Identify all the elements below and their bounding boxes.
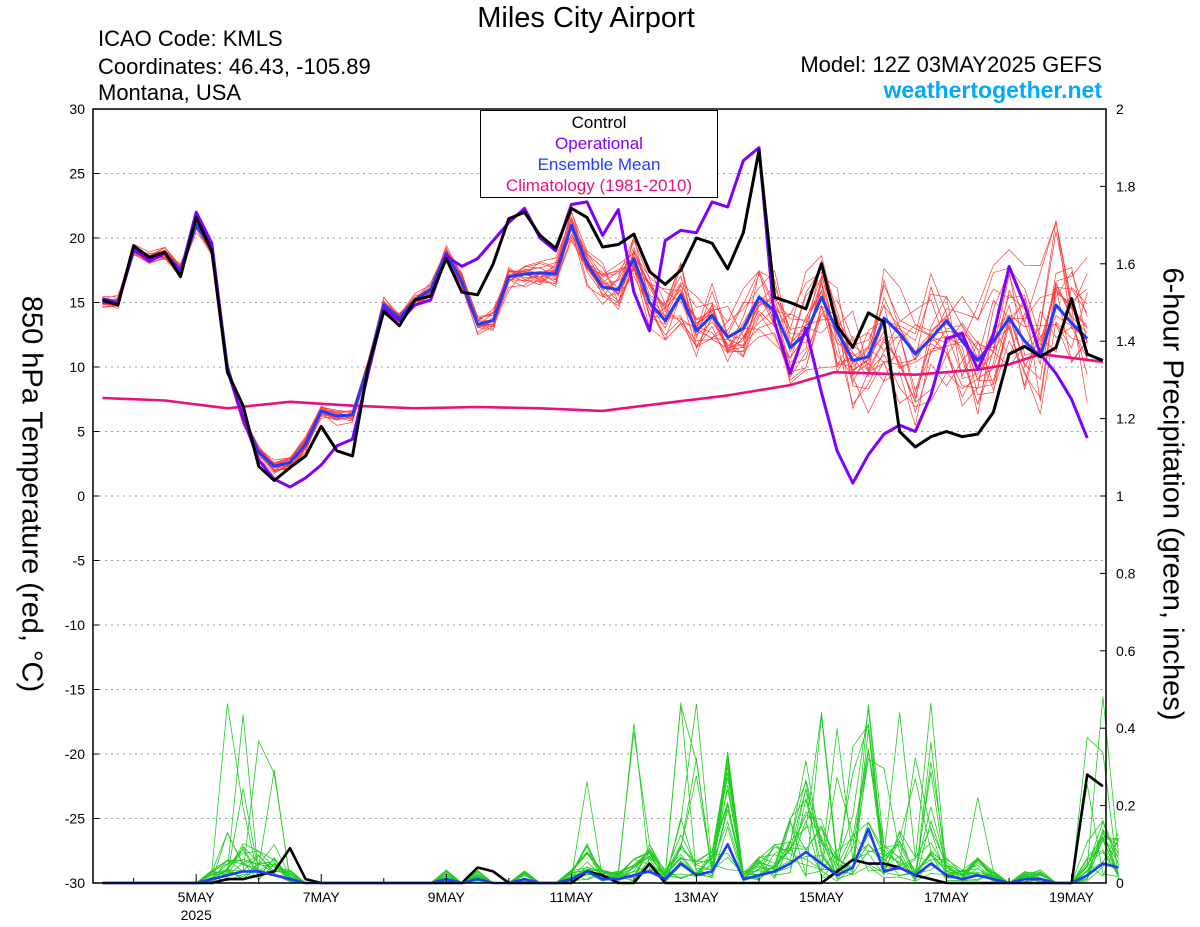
x-tick-label: 19MAY xyxy=(1049,889,1095,905)
y-tick-label-right: 0.6 xyxy=(1116,643,1136,659)
y-tick-label-left: -15 xyxy=(65,682,85,698)
x-tick-label: 15MAY xyxy=(799,889,845,905)
operational-line xyxy=(102,146,1089,489)
y-tick-label-left: -20 xyxy=(65,746,85,762)
y-tick-label-right: 0.4 xyxy=(1116,720,1136,736)
y-tick-label-left: -10 xyxy=(65,617,85,633)
legend-climatology: Climatology (1981-2010) xyxy=(505,176,693,195)
climatology-line xyxy=(102,352,1104,413)
mean-precip-line xyxy=(102,827,1119,885)
y-tick-label-left: 15 xyxy=(69,295,85,311)
x-tick-label: 11MAY xyxy=(549,889,593,905)
precip-member-line xyxy=(102,723,1119,884)
site-link[interactable]: weathertogether.net xyxy=(883,77,1102,103)
y-tick-label-left: 20 xyxy=(69,230,85,246)
model-run: Model: 12Z 03MAY2025 GEFS xyxy=(800,52,1102,77)
y-tick-label-right: 0.2 xyxy=(1116,798,1136,814)
precip-member-line xyxy=(102,703,1119,884)
x-tick-label: 13MAY xyxy=(674,889,720,905)
legend: Control Operational Ensemble Mean Climat… xyxy=(480,110,718,198)
icao-code: ICAO Code: KMLS xyxy=(98,26,283,51)
y-tick-label-left: 5 xyxy=(77,424,85,440)
y-tick-label-left: 0 xyxy=(77,488,85,504)
control-line xyxy=(101,148,1104,482)
region: Montana, USA xyxy=(98,80,242,105)
x-tick-sublabel: 2025 xyxy=(181,907,212,923)
x-tick-label: 17MAY xyxy=(924,889,970,905)
legend-control: Control xyxy=(571,113,627,132)
y-tick-label-left: 10 xyxy=(69,359,85,375)
legend-operational: Operational xyxy=(555,134,643,153)
temp-member-line xyxy=(102,224,1088,471)
coordinates: Coordinates: 46.43, -105.89 xyxy=(98,54,371,79)
y-tick-label-right: 1 xyxy=(1116,488,1124,504)
y-tick-label-left: -30 xyxy=(65,875,85,891)
y-tick-label-right: 1.2 xyxy=(1116,411,1136,427)
x-tick-label: 7MAY xyxy=(303,889,341,905)
y-tick-label-right: 0.8 xyxy=(1116,565,1136,581)
legend-mean: Ensemble Mean xyxy=(537,155,661,174)
y-tick-label-left: 30 xyxy=(69,101,85,117)
y-tick-label-left: 25 xyxy=(69,166,85,182)
y-tick-label-right: 1.8 xyxy=(1116,178,1136,194)
y-tick-label-right: 2 xyxy=(1116,101,1124,117)
precip-member-line xyxy=(102,703,1119,884)
y-tick-label-right: 1.4 xyxy=(1116,333,1136,349)
y-tick-label-left: -25 xyxy=(65,811,85,827)
y-tick-label-right: 0 xyxy=(1116,875,1124,891)
x-tick-label: 5MAY xyxy=(178,889,216,905)
precip-member-line xyxy=(102,761,1119,884)
y-tick-label-left: -5 xyxy=(73,553,86,569)
x-tick-label: 9MAY xyxy=(428,889,466,905)
precip-member-line xyxy=(102,702,1119,884)
precip-member-line xyxy=(102,696,1119,884)
y-tick-label-right: 1.6 xyxy=(1116,256,1136,272)
ensemble-mean-line xyxy=(102,223,1089,468)
chart-title: Miles City Airport xyxy=(477,2,695,34)
